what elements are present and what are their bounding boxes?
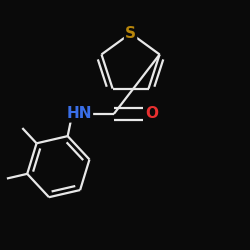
Text: S: S: [125, 26, 136, 41]
Text: O: O: [145, 106, 158, 122]
Text: HN: HN: [66, 106, 92, 122]
